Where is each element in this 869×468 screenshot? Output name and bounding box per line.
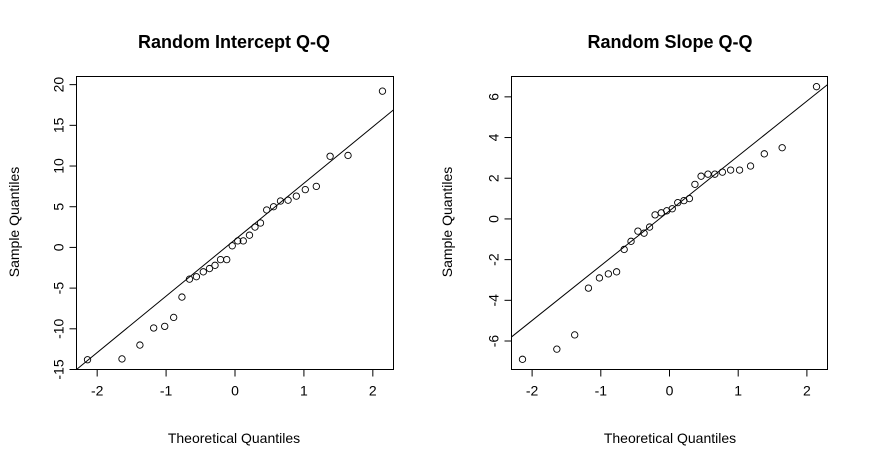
data-point	[251, 223, 259, 231]
y-axis-label: Sample Quantiles	[439, 167, 455, 278]
data-point	[651, 211, 659, 219]
data-point	[627, 237, 635, 245]
data-point	[760, 150, 768, 158]
random-slope-qq-panel: Random Slope Q-Q Theoretical Quantiles S…	[439, 32, 828, 446]
x-tick-label: -1	[595, 383, 608, 399]
data-point	[668, 205, 676, 213]
data-point	[553, 345, 561, 353]
data-point	[170, 313, 178, 322]
data-point	[199, 268, 207, 276]
y-tick-label: 6	[486, 93, 502, 101]
data-point	[239, 237, 247, 245]
y-tick-label: -2	[486, 253, 502, 266]
data-point	[571, 331, 579, 339]
data-point	[735, 166, 744, 174]
chart-title: Random Intercept Q-Q	[138, 32, 330, 52]
data-point	[634, 227, 642, 235]
x-tick-label: -2	[526, 383, 539, 399]
data-point	[223, 255, 231, 264]
data-point	[726, 166, 735, 174]
data-point	[518, 355, 527, 363]
y-tick-label: -6	[486, 335, 502, 348]
x-axis-label: Theoretical Quantiles	[168, 430, 300, 446]
data-point	[595, 274, 604, 282]
data-point	[216, 255, 225, 264]
plot-frame	[511, 76, 828, 370]
data-point	[269, 203, 278, 211]
y-tick-label: -5	[51, 282, 67, 295]
data-point	[245, 231, 254, 239]
data-point	[378, 87, 387, 95]
data-point	[685, 194, 694, 203]
y-tick-label: -15	[51, 359, 67, 379]
data-point	[620, 245, 628, 254]
data-point	[263, 206, 271, 214]
data-point	[178, 293, 186, 301]
data-point	[718, 168, 727, 176]
data-point	[711, 170, 719, 178]
x-tick-label: -1	[160, 383, 173, 399]
y-tick-label: 4	[486, 133, 502, 141]
data-point	[284, 196, 292, 204]
data-point	[161, 322, 169, 331]
data-point	[344, 151, 352, 160]
x-tick-label: 2	[803, 383, 811, 399]
data-point	[604, 270, 613, 278]
data-point	[704, 170, 712, 178]
data-point	[150, 324, 158, 332]
data-point	[292, 192, 300, 200]
x-tick-label: 1	[734, 383, 742, 399]
data-point	[276, 197, 285, 205]
data-point	[205, 264, 214, 273]
x-axis-label: Theoretical Quantiles	[604, 430, 736, 446]
data-point	[234, 237, 242, 245]
y-tick-label: 2	[486, 174, 502, 182]
y-tick-label: 10	[51, 158, 67, 174]
data-point	[312, 182, 320, 191]
chart-title: Random Slope Q-Q	[587, 32, 752, 52]
x-tick-label: 0	[666, 383, 674, 399]
data-point	[256, 219, 265, 227]
data-point	[584, 284, 593, 292]
data-point	[228, 242, 236, 250]
data-point	[326, 152, 334, 160]
y-tick-label: -10	[51, 318, 67, 338]
y-tick-label: 5	[51, 203, 67, 211]
x-tick-label: 2	[369, 383, 377, 399]
y-axis-label: Sample Quantiles	[6, 167, 22, 278]
y-tick-label: 20	[51, 77, 67, 93]
random-intercept-qq-panel: Random Intercept Q-Q Theoretical Quantil…	[6, 32, 394, 446]
data-point	[612, 268, 621, 276]
data-point	[691, 180, 699, 188]
y-tick-label: 0	[51, 243, 67, 251]
x-tick-label: 0	[231, 383, 239, 399]
plot-frame	[76, 76, 394, 370]
x-tick-label: 1	[300, 383, 308, 399]
x-tick-label: -2	[91, 383, 104, 399]
data-point	[746, 162, 755, 170]
data-point	[83, 356, 92, 364]
data-point	[640, 229, 648, 237]
data-point	[778, 144, 786, 152]
data-point	[192, 273, 201, 281]
data-point	[812, 83, 821, 91]
data-point	[301, 185, 309, 194]
y-tick-label: -4	[486, 294, 502, 307]
data-point	[118, 355, 126, 363]
data-point	[645, 223, 654, 231]
y-tick-label: 15	[51, 117, 67, 133]
data-point	[136, 341, 144, 349]
data-point	[697, 172, 705, 180]
data-point	[211, 261, 219, 269]
y-tick-label: 0	[486, 215, 502, 223]
data-point	[185, 275, 194, 283]
